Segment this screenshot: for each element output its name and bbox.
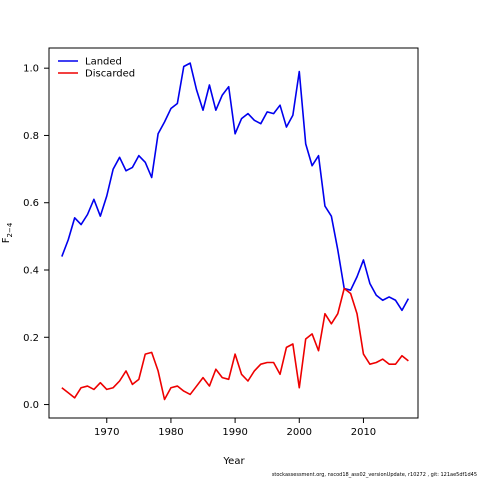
x-tick-label: 2000 (287, 427, 312, 438)
y-tick-label: 0.6 (23, 198, 39, 209)
y-axis-label-sub: 2−4 (6, 222, 14, 237)
legend-label-landed: Landed (85, 57, 122, 68)
x-tick-label: 1970 (94, 427, 119, 438)
x-tick-label: 1980 (158, 427, 183, 438)
x-axis: 1970 1980 1990 2000 2010 (94, 418, 376, 438)
x-axis-label: Year (222, 456, 245, 467)
y-axis: 0.0 0.2 0.4 0.6 0.8 1.0 (23, 64, 49, 411)
legend-label-discarded: Discarded (85, 69, 135, 80)
series-layer (61, 62, 410, 401)
y-tick-label: 0.4 (23, 266, 39, 277)
y-axis-label: F2−4 (1, 222, 14, 243)
y-tick-label: 0.8 (23, 131, 39, 142)
y-tick-label: 1.0 (23, 64, 39, 75)
series-line-landed (61, 62, 410, 312)
y-tick-label: 0.2 (23, 333, 39, 344)
series-line-discarded (61, 287, 409, 401)
footer-credit: stockassessment.org, nscod18_ass02_versi… (271, 472, 477, 478)
y-axis-label-main: F (1, 237, 12, 243)
plot-frame (48, 47, 419, 419)
x-tick-label: 1990 (222, 427, 247, 438)
y-tick-label: 0.0 (23, 400, 39, 411)
x-tick-label: 2010 (351, 427, 376, 438)
